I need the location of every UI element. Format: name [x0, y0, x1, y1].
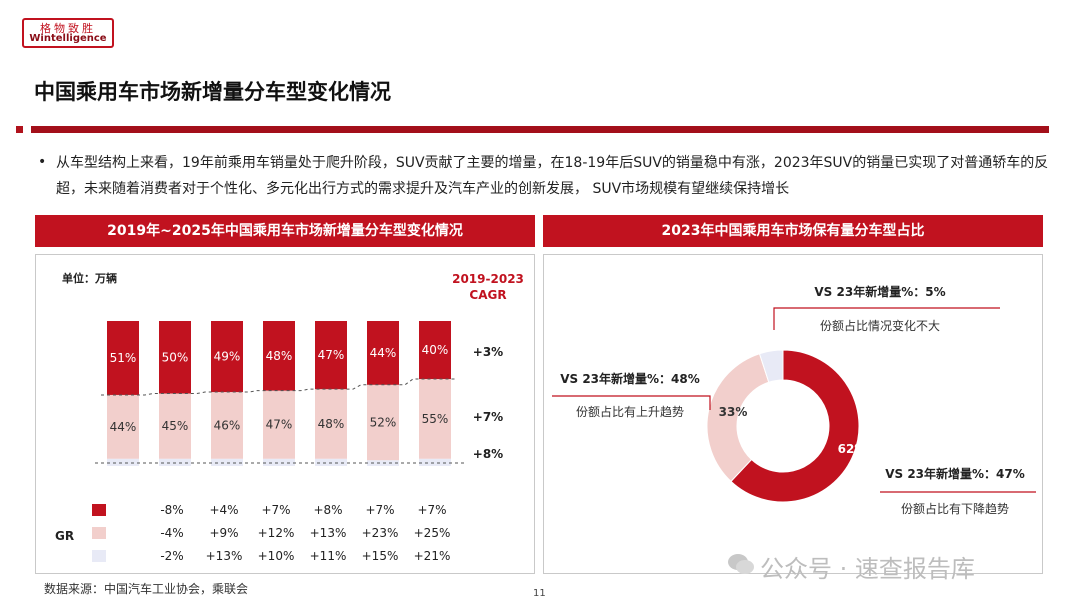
bar-data-label: 46% [214, 418, 241, 432]
bar-segment [107, 321, 139, 395]
gr-value: +25% [414, 526, 451, 540]
bar-data-label: 50% [162, 350, 189, 364]
callout-left-title: VS 23年新增量%：48% [560, 371, 700, 386]
cagr-value: +7% [473, 410, 503, 424]
gr-value: +15% [362, 549, 399, 563]
callout-right-title: VS 23年新增量%：47% [885, 466, 1025, 481]
cagr-value: +3% [473, 345, 503, 359]
gr-value: -8% [160, 503, 183, 517]
bar-data-label: 48% [266, 349, 293, 363]
bar-segment [263, 458, 295, 466]
bar-segment [315, 458, 347, 466]
bar-segment [419, 379, 451, 459]
bar-segment [211, 392, 243, 459]
watermark: 公众号 · 速查报告库 [760, 555, 975, 583]
gr-value: +7% [417, 503, 446, 517]
data-source: 数据来源：中国汽车工业协会，乘联会 [44, 582, 249, 596]
donut-label: 62% [838, 442, 867, 456]
right-panel [543, 254, 1043, 574]
gr-label: GR [55, 529, 74, 543]
callout-top-title: VS 23年新增量%：5% [814, 284, 945, 299]
bar-data-label: 44% [110, 420, 137, 434]
left-panel [35, 254, 535, 574]
bar-segment [367, 384, 399, 461]
bar-segment [107, 458, 139, 466]
bar-data-label: 40% [422, 343, 449, 357]
bar-segment [211, 458, 243, 466]
gr-value: -4% [160, 526, 183, 540]
bar-segment [367, 321, 399, 385]
bar-data-label: 45% [162, 419, 189, 433]
bar-segment [159, 393, 191, 459]
callout-right-sub: 份额占比有下降趋势 [901, 501, 1009, 516]
gr-value: +8% [313, 503, 342, 517]
gr-value: +13% [310, 526, 347, 540]
gr-value: +23% [362, 526, 399, 540]
donut-slice [706, 353, 770, 483]
gr-value: +9% [209, 526, 238, 540]
gr-value: +21% [414, 549, 451, 563]
bar-data-label: 44% [370, 346, 397, 360]
bar-data-label: 52% [370, 416, 397, 430]
callout-top-sub: 份额占比情况变化不大 [820, 318, 940, 333]
bar-segment [263, 321, 295, 391]
bar-data-label: 49% [214, 350, 241, 364]
cagr-value: +8% [473, 447, 503, 461]
bullet-dot-icon: • [38, 154, 47, 170]
gr-value: +10% [258, 549, 295, 563]
cagr-title-2: CAGR [469, 288, 506, 302]
donut-slice [730, 349, 860, 503]
gr-value: +11% [310, 549, 347, 563]
wechat-icon [728, 554, 754, 574]
gr-value: +7% [365, 503, 394, 517]
donut-label: 33% [719, 405, 748, 419]
logo-en-text: Wintelligence [29, 33, 107, 44]
callout-left-line [552, 395, 711, 410]
bar-segment [419, 321, 451, 379]
cagr-title-1: 2019-2023 [452, 272, 524, 286]
logo-cn-text: 格物致胜 [40, 22, 96, 35]
gr-value: -2% [160, 549, 183, 563]
bar-chart: 44% 51% 45% 50% 46% 49% 47% 48% 48% 47% 52% 44% 55% 4… [92, 321, 503, 563]
gr-value: +4% [209, 503, 238, 517]
summary-bullet: 从车型结构上来看，19年前乘用车销量处于爬升阶段，SUV贡献了主要的增量，在18… [56, 155, 1049, 197]
donut-slice [758, 349, 784, 383]
bar-data-label: 48% [318, 417, 345, 431]
gr-value: +13% [206, 549, 243, 563]
gr-legend-swatch [92, 550, 106, 562]
company-logo: 格物致胜 Wintelligence [22, 18, 114, 48]
page-number: 11 [533, 588, 546, 599]
bar-data-label: 47% [266, 418, 293, 432]
donut-chart: 62% 33% [706, 349, 867, 503]
gr-value: +7% [261, 503, 290, 517]
bar-segment [211, 321, 243, 393]
callout-top-line [773, 307, 1000, 330]
title-rule [31, 126, 1049, 133]
unit-label: 单位：万辆 [62, 271, 117, 285]
bar-data-label: 55% [422, 412, 449, 426]
bar-segment [159, 458, 191, 466]
bar-segment [107, 394, 139, 459]
bar-data-label: 47% [318, 348, 345, 362]
page-title: 中国乘用车市场新增量分车型变化情况 [34, 80, 391, 104]
gr-legend-swatch [92, 504, 106, 516]
bar-segment [263, 390, 295, 459]
gr-legend-swatch [92, 527, 106, 539]
right-panel-header: 2023年中国乘用车市场保有量分车型占比 [543, 215, 1043, 247]
bar-data-label: 51% [110, 351, 137, 365]
left-panel-header: 2019年~2025年中国乘用车市场新增量分车型变化情况 [35, 215, 535, 247]
gr-value: +12% [258, 526, 295, 540]
bar-segment [159, 321, 191, 394]
bar-segment [315, 321, 347, 390]
callout-left-sub: 份额占比有上升趋势 [576, 404, 684, 419]
bar-segment [419, 458, 451, 466]
title-rule-square [16, 126, 23, 133]
bar-segment [315, 389, 347, 459]
